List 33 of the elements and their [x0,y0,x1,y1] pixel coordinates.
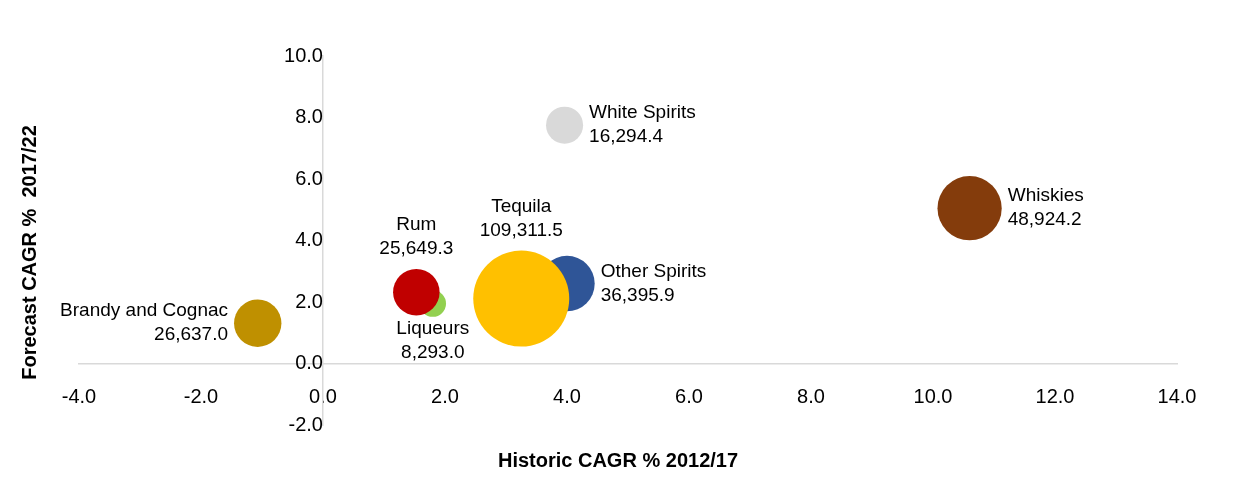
x-tick-label: 12.0 [1035,385,1075,408]
x-tick-label: -2.0 [183,385,219,408]
y-tick-label: 2.0 [295,289,323,312]
y-tick-label: 6.0 [295,166,323,189]
x-tick-label: 2.0 [431,385,459,408]
x-tick-label: 10.0 [913,385,953,408]
data-label: 109,311.5 [479,218,563,240]
x-tick-label: -4.0 [61,385,97,408]
data-label: 26,637.0 [154,323,229,345]
y-tick-label: 8.0 [295,105,323,128]
x-tick-label: 14.0 [1157,385,1197,408]
y-tick-label: 10.0 [284,43,323,66]
data-label: 36,395.9 [600,283,675,305]
text: Rum [396,213,437,235]
y-axis-title: Forecast CAGR % 2017/22 [17,125,40,380]
series-label: Brandy and Cognac [60,299,229,321]
x-tick-label: 4.0 [553,385,581,408]
data-label: 48,924.2 [1007,208,1082,230]
x-tick-label: 8.0 [797,385,825,408]
data-label: 16,294.4 [589,125,664,147]
x-tick-label: 0.0 [309,385,337,408]
y-tick-label: 4.0 [295,228,323,251]
series-label: Whiskies [1007,184,1084,206]
data-label: 8,293.0 [401,340,465,362]
series-label: White Spirits [589,101,696,123]
series-label: Other Spirits [600,259,707,281]
series-label: Liqueurs [396,316,470,338]
y-tick-label: -2.0 [288,412,323,435]
x-tick-label: 6.0 [675,385,703,408]
x-axis-title: Historic CAGR % 2012/17 [497,448,739,471]
data-label: 25,649.3 [379,237,454,259]
y-tick-label: 0.0 [295,351,323,374]
text: Tequila [491,194,552,216]
